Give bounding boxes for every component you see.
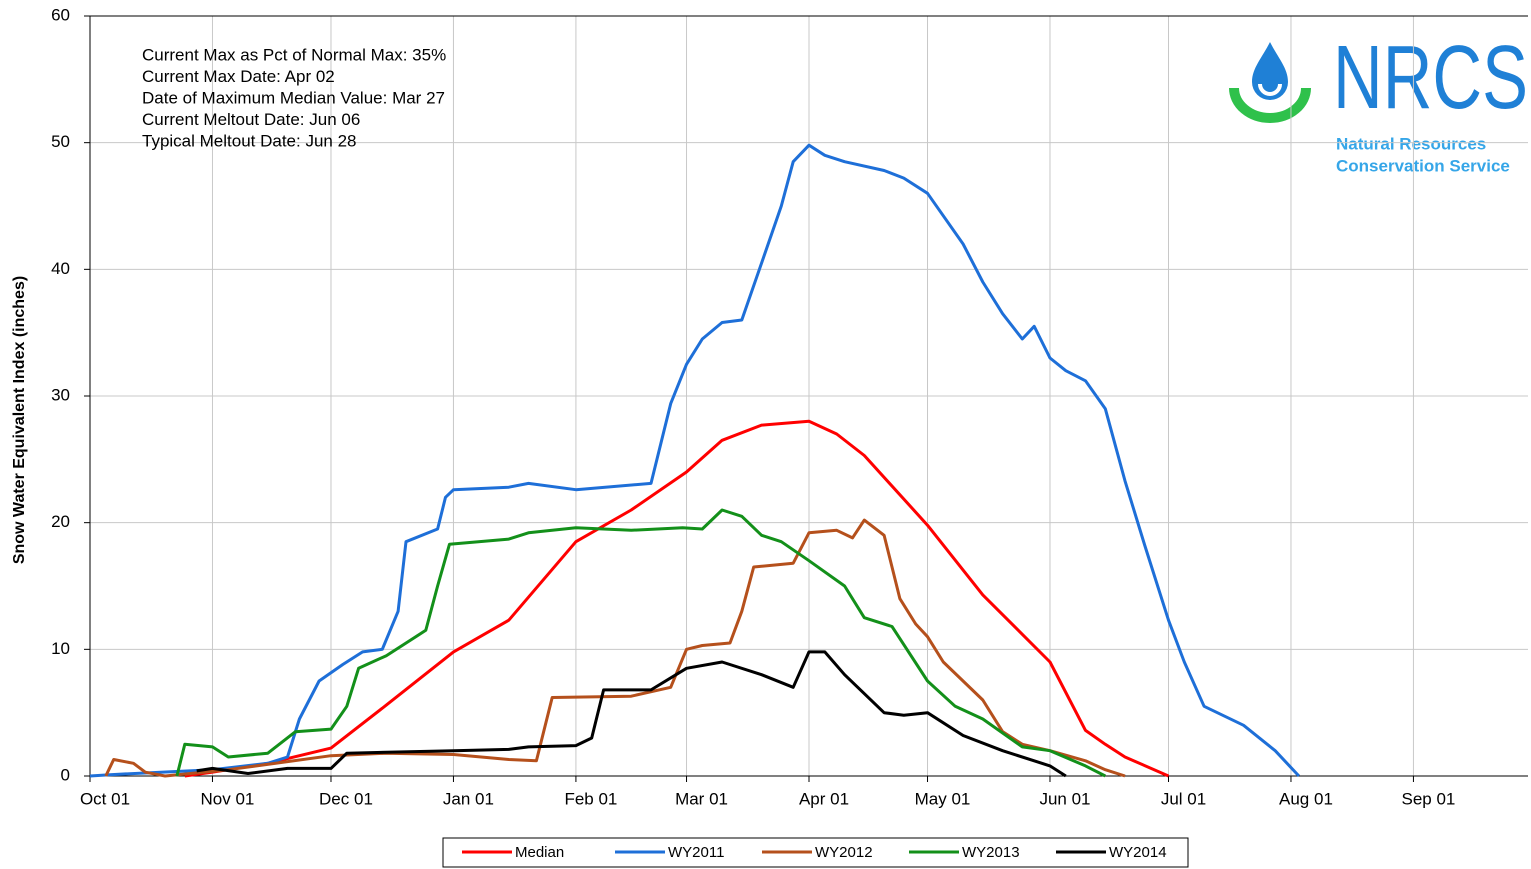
series-line [175,508,1106,778]
y-tick-label: 50 [51,132,70,151]
legend: Median WY2011 WY2012 WY2013 WY2014 [442,837,1189,868]
logo: NRCS Natural Resources Conservation Serv… [1229,28,1528,175]
x-tick-label: Aug 01 [1279,789,1333,808]
legend-label: Median [515,844,564,861]
logo-drop-shine [1258,83,1282,96]
annotation: Current Max Date: Apr 02 [142,67,335,86]
logo-line: Natural Resources [1336,134,1486,153]
x-tick-label: Jan 01 [443,789,494,808]
series-line [196,650,1067,778]
y-axis-label: Snow Water Equivalent Index (inches) [11,276,28,564]
logo-title: NRCS [1333,28,1528,128]
series-line [89,143,1300,778]
x-tick-label: Jun 01 [1039,789,1090,808]
logo-swoosh [1229,87,1311,123]
x-tick-label: Mar 01 [675,789,728,808]
x-tick-label: May 01 [915,789,971,808]
annotation: Current Meltout Date: Jun 06 [142,110,360,129]
x-tick-label: Feb 01 [564,789,617,808]
annotation: Current Max as Pct of Normal Max: 35% [142,45,446,64]
y-tick-label: 0 [61,765,70,784]
legend-label: WY2014 [1109,844,1167,861]
x-tick-label: Dec 01 [319,789,373,808]
legend-label: WY2013 [962,844,1020,861]
x-tick-label: Oct 01 [80,789,130,808]
y-tick-label: 60 [51,5,70,24]
series-line [104,518,1126,778]
annotation: Date of Maximum Median Value: Mar 27 [142,88,445,107]
y-tick-label: 10 [51,639,70,658]
annotation: Typical Meltout Date: Jun 28 [142,131,357,150]
x-tick-label: Sep 01 [1401,789,1455,808]
y-tick-label: 40 [51,259,70,278]
x-tick-label: Jul 01 [1161,789,1206,808]
logo-line: Conservation Service [1336,156,1510,175]
y-tick-label: 30 [51,385,70,404]
legend-label: WY2012 [815,844,873,861]
x-tick-label: Apr 01 [799,789,849,808]
legend-label: WY2011 [668,844,724,861]
y-tick-label: 20 [51,512,70,531]
series-line [184,419,1170,778]
x-tick-label: Nov 01 [201,789,255,808]
